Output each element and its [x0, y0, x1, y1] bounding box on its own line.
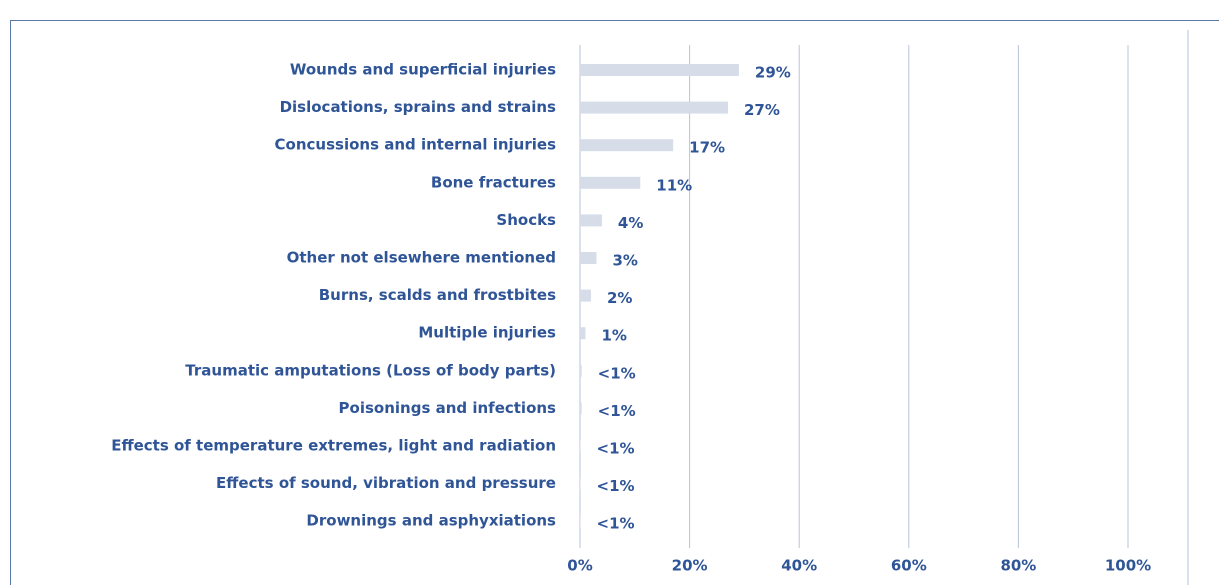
value-label: <1% — [597, 440, 635, 458]
chart-frame — [10, 20, 1219, 585]
bar — [580, 515, 581, 528]
category-label: Burns, scalds and frostbites — [319, 286, 556, 304]
category-label: Concussions and internal injuries — [275, 136, 557, 154]
category-label: Bone fractures — [431, 173, 556, 191]
category-label: Effects of sound, vibration and pressure — [216, 474, 556, 492]
bar — [580, 327, 586, 340]
category-label: Shocks — [496, 211, 556, 229]
value-label: 29% — [755, 64, 791, 82]
value-label: 2% — [607, 289, 632, 307]
x-tick-label: 80% — [1000, 557, 1036, 575]
bar — [580, 364, 582, 377]
bar — [580, 402, 582, 415]
x-tick-label: 40% — [781, 557, 817, 575]
bar — [580, 289, 591, 302]
bar — [580, 252, 597, 264]
category-label: Effects of temperature extremes, light a… — [111, 437, 556, 455]
category-label: Wounds and superficial injuries — [290, 61, 556, 79]
category-label: Multiple injuries — [418, 324, 556, 342]
bar — [580, 440, 581, 452]
value-label: 1% — [601, 327, 626, 345]
value-label: 11% — [656, 176, 692, 194]
bar — [580, 139, 674, 152]
value-label: <1% — [597, 515, 635, 533]
category-label: Dislocations, sprains and strains — [280, 98, 556, 116]
value-label: 17% — [689, 139, 725, 157]
value-label: <1% — [597, 477, 635, 495]
category-label: Drownings and asphyxiations — [306, 512, 556, 530]
bar — [580, 101, 728, 114]
x-tick-label: 100% — [1105, 557, 1151, 575]
value-label: 3% — [612, 252, 637, 270]
x-tick-label: 20% — [672, 557, 708, 575]
value-label: 4% — [618, 214, 643, 232]
x-tick-label: 60% — [891, 557, 927, 575]
bar — [580, 477, 581, 490]
value-label: <1% — [598, 364, 636, 382]
category-label: Other not elsewhere mentioned — [287, 249, 556, 267]
value-label: 27% — [744, 101, 780, 119]
bar — [580, 176, 641, 189]
bar — [580, 64, 739, 76]
category-label: Poisonings and infections — [339, 399, 557, 417]
x-tick-label: 0% — [567, 557, 592, 575]
category-label: Traumatic amputations (Loss of body part… — [185, 361, 556, 379]
bar — [580, 214, 602, 227]
value-label: <1% — [598, 402, 636, 420]
